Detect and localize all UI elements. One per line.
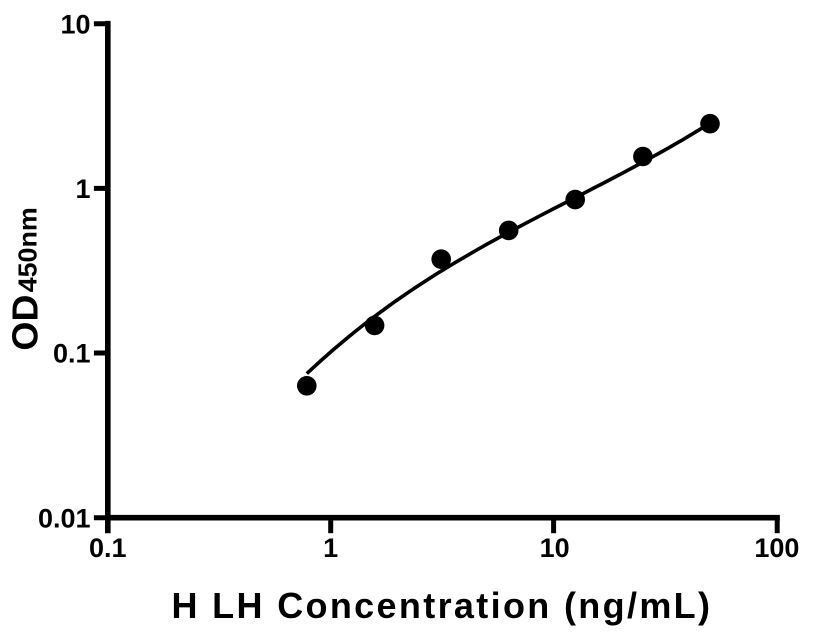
svg-text:H LH Concentration (ng/mL): H LH Concentration (ng/mL) <box>172 585 711 626</box>
svg-text:100: 100 <box>754 533 799 563</box>
svg-text:10: 10 <box>60 9 90 39</box>
svg-text:OD: OD <box>5 295 46 351</box>
svg-text:450nm: 450nm <box>12 207 42 292</box>
svg-text:1: 1 <box>75 174 90 204</box>
svg-text:0.01: 0.01 <box>38 503 91 533</box>
svg-text:0.1: 0.1 <box>53 339 91 369</box>
svg-text:1: 1 <box>323 533 338 563</box>
svg-text:10: 10 <box>540 533 570 563</box>
svg-text:0.1: 0.1 <box>89 533 127 563</box>
